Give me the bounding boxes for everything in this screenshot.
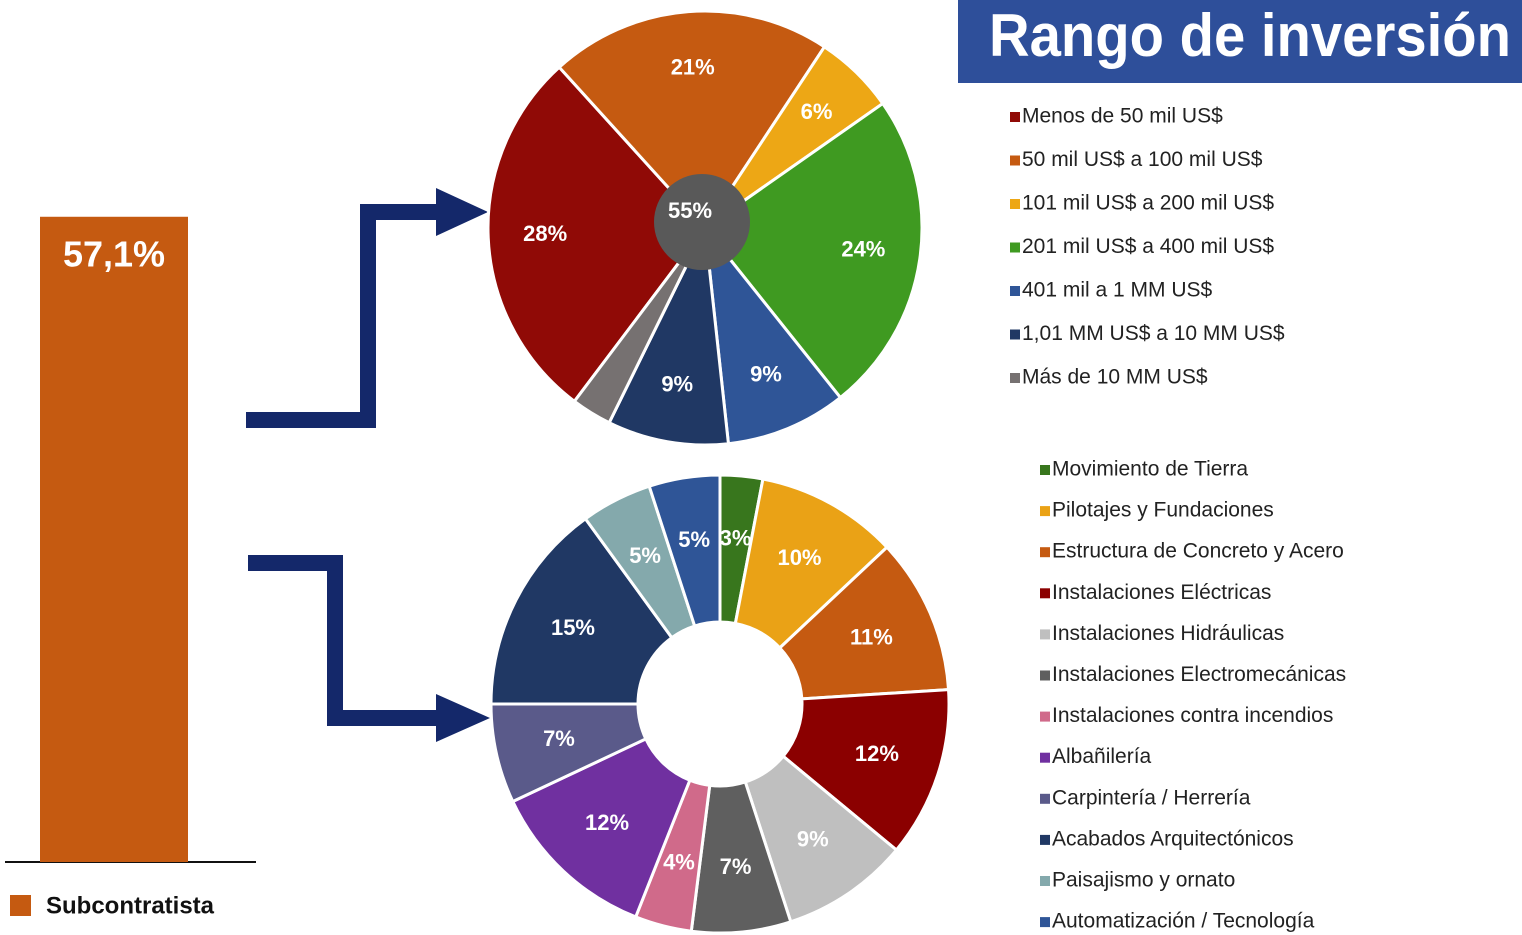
legend-swatch (1010, 155, 1020, 166)
legend-swatch (1040, 465, 1050, 475)
legend-swatch (1010, 286, 1020, 296)
title: Rango de inversión (989, 2, 1511, 69)
legend-swatch (1040, 670, 1050, 681)
legend-label: Más de 10 MM US$ (1022, 366, 1208, 389)
slice-label: 6% (801, 99, 833, 124)
title-box (958, 0, 1522, 83)
legend-swatch (10, 895, 31, 916)
slice (607, 222, 731, 447)
slice-label: 28% (523, 221, 567, 246)
arrow-head (436, 694, 490, 742)
slice-label: 10% (777, 545, 821, 570)
bar-label: 57,1% (63, 233, 165, 274)
legend-label: Movimiento de Tierra (1052, 458, 1248, 481)
legend-label: Carpintería / Herrería (1052, 786, 1251, 809)
legend-label: Pilotajes y Fundaciones (1052, 499, 1274, 522)
legend-label: Instalaciones Electromecánicas (1052, 663, 1346, 686)
legend-swatch (1040, 506, 1050, 517)
slice (489, 516, 674, 706)
arrow-top (246, 204, 440, 428)
legend-label: Acabados Arquitectónicos (1052, 827, 1294, 850)
legend-label: Albañilería (1052, 745, 1152, 768)
legend-swatch (1010, 112, 1020, 122)
legend-label: Instalaciones contra incendios (1052, 704, 1333, 727)
bar (40, 216, 188, 862)
slice-label: 7% (543, 726, 575, 751)
legend-label: 401 mil a 1 MM US$ (1022, 279, 1213, 302)
slice-label: 3% (720, 526, 752, 551)
legend-label: 50 mil US$ a 100 mil US$ (1022, 148, 1263, 171)
legend-swatch (1010, 329, 1020, 340)
slice-label: 12% (855, 741, 899, 766)
legend-swatch (1010, 199, 1020, 209)
slice (733, 477, 890, 650)
legend-label: Paisajismo y ornato (1052, 869, 1235, 892)
legend-label: 101 mil US$ a 200 mil US$ (1022, 192, 1274, 215)
center-circle (654, 174, 750, 270)
slice (702, 223, 843, 446)
slice (647, 473, 722, 628)
slice (510, 736, 692, 919)
legend-label: 201 mil US$ a 400 mil US$ (1022, 235, 1274, 258)
slice-label: 24% (841, 237, 885, 262)
slice-label: 9% (661, 371, 693, 396)
legend-swatch (1040, 834, 1050, 845)
legend-label: Estructura de Concreto y Acero (1052, 540, 1344, 563)
slice-label: 12% (585, 810, 629, 835)
legend-swatch (1040, 588, 1050, 599)
legend-swatch (1040, 793, 1050, 804)
legend-label: Automatización / Tecnología (1052, 910, 1315, 933)
arrow-bottom (248, 555, 440, 726)
slice-label: 5% (678, 527, 710, 552)
slice-label: 3% (561, 422, 593, 447)
slice-label: 11% (850, 624, 893, 649)
legend-swatch (1040, 876, 1050, 886)
legend-swatch (1040, 711, 1050, 722)
slice-label: 4% (663, 850, 695, 875)
legend-label: Subcontratista (46, 892, 215, 919)
legend-label: Instalaciones Eléctricas (1052, 581, 1271, 604)
arrow-head (436, 188, 488, 236)
legend-swatch (1010, 242, 1020, 253)
slice (572, 227, 707, 425)
slice-label: 15% (551, 615, 595, 640)
slice-label: 7% (720, 854, 752, 879)
legend-swatch (1040, 547, 1050, 558)
slice-label: 21% (671, 54, 715, 79)
legend-label: Menos de 50 mil US$ (1022, 105, 1223, 128)
legend-label: Instalaciones Hidráulicas (1052, 622, 1284, 645)
center-label: 55% (668, 198, 712, 223)
arrows (246, 204, 440, 726)
slice (557, 9, 827, 231)
slice (486, 65, 707, 404)
slice-label: 9% (750, 362, 782, 387)
slice (781, 688, 951, 853)
legend-swatch (1040, 917, 1050, 928)
legend-swatch (1040, 629, 1050, 640)
slice (777, 545, 951, 701)
legend-label: 1,01 MM US$ a 10 MM US$ (1022, 322, 1285, 345)
slice (702, 101, 924, 400)
slice-label: 5% (629, 543, 661, 568)
legend-swatch (1010, 373, 1020, 383)
slice-label: 9% (797, 826, 829, 851)
legend-swatch (1040, 752, 1050, 763)
